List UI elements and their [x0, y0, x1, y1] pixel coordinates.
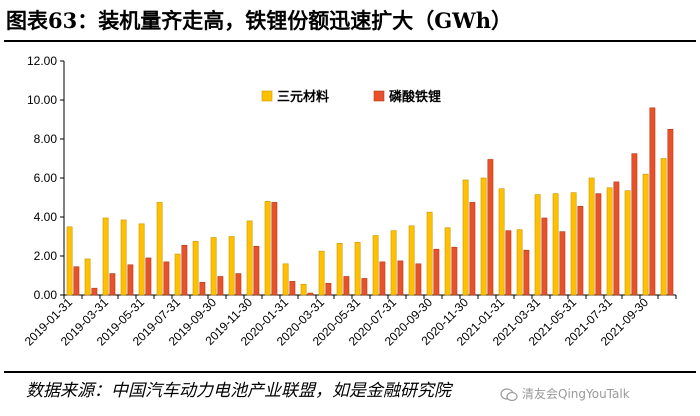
bar-lfp [217, 276, 224, 296]
bar-lfp [541, 217, 548, 296]
bar-lfp [307, 292, 314, 296]
bar-ternary [426, 211, 433, 296]
bar-lfp [649, 107, 656, 296]
bar-lfp [361, 278, 368, 296]
y-tick-label: 2.00 [34, 249, 58, 263]
bar-ternary [552, 193, 559, 296]
bar-lfp [289, 281, 296, 296]
bar-ternary [372, 235, 379, 296]
legend-swatch [373, 90, 385, 102]
bar-lfp [577, 205, 584, 296]
bar-chart: 0.00 2.00 4.00 6.00 8.00 10.00 12.00 2019-01-3… [22, 54, 677, 349]
bar-lfp [415, 263, 422, 296]
y-tick-label: 0.00 [34, 288, 58, 302]
bar-lfp [433, 248, 440, 296]
y-tick-label: 4.00 [34, 210, 58, 224]
bar-lfp [163, 261, 170, 296]
bar-lfp [127, 264, 134, 296]
legend-label: 磷酸铁锂 [389, 89, 441, 105]
bar-lfp [487, 159, 494, 296]
x-axis: 2019-01-312019-03-312019-05-312019-07-31… [22, 294, 677, 349]
bars [66, 107, 674, 296]
bar-lfp [145, 257, 152, 296]
bar-lfp [235, 273, 242, 296]
bar-ternary [120, 219, 127, 296]
bar-ternary [282, 263, 289, 296]
bar-ternary [354, 242, 361, 296]
y-axis: 0.00 2.00 4.00 6.00 8.00 10.00 12.00 [27, 54, 65, 302]
bar-ternary [660, 158, 667, 296]
bar-lfp [595, 193, 602, 296]
bar-ternary [390, 230, 397, 296]
bar-lfp [505, 230, 512, 296]
bar-ternary [174, 253, 181, 296]
bar-ternary [318, 250, 325, 296]
legend-swatch [261, 90, 273, 102]
bar-ternary [246, 220, 253, 296]
bar-ternary [462, 179, 469, 296]
bar-lfp [379, 261, 386, 296]
bar-lfp [73, 266, 80, 296]
bar-ternary [444, 227, 451, 296]
bar-lfp [271, 202, 278, 296]
y-tick-label: 12.00 [27, 54, 57, 68]
bar-ternary [624, 190, 631, 296]
bar-ternary [264, 201, 271, 296]
y-tick-label: 6.00 [34, 171, 58, 185]
bar-ternary [516, 229, 523, 296]
bar-ternary [408, 225, 415, 296]
legend-label: 三元材料 [277, 89, 329, 105]
bar-ternary [84, 258, 91, 296]
bar-lfp [613, 181, 620, 296]
bar-ternary [138, 223, 145, 296]
bar-ternary [228, 236, 235, 296]
bar-lfp [343, 276, 350, 296]
watermark: 清友会QingYouTalk [500, 382, 696, 406]
legend: 三元材料 磷酸铁锂 [261, 89, 441, 105]
bar-ternary [642, 173, 649, 296]
bar-ternary [210, 237, 217, 296]
bar-lfp [199, 282, 206, 296]
bar-lfp [631, 153, 638, 296]
data-source-note: 数据来源：中国汽车动力电池产业联盟，如是金融研究院 [26, 381, 451, 401]
bar-lfp [523, 249, 530, 296]
bar-lfp [451, 246, 458, 296]
bar-lfp [325, 283, 332, 296]
bar-ternary [588, 177, 595, 296]
bar-ternary [606, 187, 613, 296]
bar-ternary [480, 177, 487, 296]
bar-ternary [336, 243, 343, 296]
bar-lfp [91, 287, 98, 296]
bar-lfp [667, 128, 674, 296]
bar-ternary [300, 283, 307, 296]
watermark-text: 清友会QingYouTalk [522, 387, 630, 401]
bar-ternary [156, 202, 163, 296]
bar-lfp [109, 273, 116, 296]
y-tick-label: 10.00 [27, 93, 57, 107]
bar-ternary [66, 226, 73, 296]
wechat-icon [500, 387, 518, 401]
chart-title: 图表63：装机量齐走高，铁锂份额迅速扩大（GWh） [6, 8, 513, 33]
bar-lfp [253, 245, 260, 296]
bar-ternary [192, 241, 199, 296]
source-divider [4, 371, 696, 373]
bar-ternary [102, 217, 109, 296]
bar-lfp [559, 231, 566, 296]
title-divider [4, 40, 696, 42]
bar-ternary [498, 188, 505, 296]
bar-lfp [469, 202, 476, 296]
bar-lfp [181, 244, 188, 296]
bar-lfp [397, 260, 404, 296]
y-tick-label: 8.00 [34, 132, 58, 146]
bar-ternary [534, 194, 541, 296]
bar-ternary [570, 192, 577, 296]
